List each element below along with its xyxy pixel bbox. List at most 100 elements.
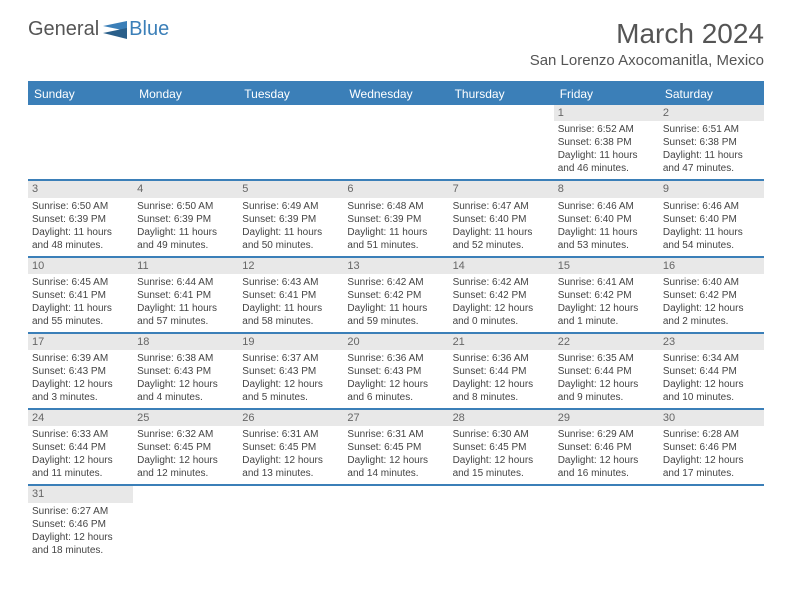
daylight-line-2: and 59 minutes.: [347, 315, 444, 328]
sunset-line: Sunset: 6:44 PM: [558, 365, 655, 378]
sunset-line: Sunset: 6:40 PM: [453, 213, 550, 226]
day-number: 23: [659, 334, 764, 350]
sunset-line: Sunset: 6:44 PM: [453, 365, 550, 378]
sunrise-line: Sunrise: 6:34 AM: [663, 352, 760, 365]
day-cell: 10Sunrise: 6:45 AMSunset: 6:41 PMDayligh…: [28, 258, 133, 332]
day-cell: 1Sunrise: 6:52 AMSunset: 6:38 PMDaylight…: [554, 105, 659, 179]
week-row: 3Sunrise: 6:50 AMSunset: 6:39 PMDaylight…: [28, 181, 764, 257]
daylight-line: Daylight: 12 hours: [32, 378, 129, 391]
sunrise-line: Sunrise: 6:49 AM: [242, 200, 339, 213]
day-cell: [238, 486, 343, 560]
day-number: 9: [659, 181, 764, 197]
day-cell: 28Sunrise: 6:30 AMSunset: 6:45 PMDayligh…: [449, 410, 554, 484]
day-details: Sunrise: 6:42 AMSunset: 6:42 PMDaylight:…: [343, 274, 448, 332]
sunrise-line: Sunrise: 6:31 AM: [347, 428, 444, 441]
day-details: Sunrise: 6:50 AMSunset: 6:39 PMDaylight:…: [133, 198, 238, 256]
day-cell: 3Sunrise: 6:50 AMSunset: 6:39 PMDaylight…: [28, 181, 133, 255]
sunset-line: Sunset: 6:38 PM: [558, 136, 655, 149]
sunset-line: Sunset: 6:44 PM: [32, 441, 129, 454]
weekday-header: Thursday: [449, 83, 554, 105]
day-details: Sunrise: 6:34 AMSunset: 6:44 PMDaylight:…: [659, 350, 764, 408]
day-number: 7: [449, 181, 554, 197]
day-number: 18: [133, 334, 238, 350]
day-cell: [659, 486, 764, 560]
daylight-line-2: and 17 minutes.: [663, 467, 760, 480]
daylight-line-2: and 11 minutes.: [32, 467, 129, 480]
sunset-line: Sunset: 6:41 PM: [32, 289, 129, 302]
sunset-line: Sunset: 6:43 PM: [137, 365, 234, 378]
day-cell: 25Sunrise: 6:32 AMSunset: 6:45 PMDayligh…: [133, 410, 238, 484]
day-cell: [343, 105, 448, 179]
logo-sail-icon: [103, 21, 127, 39]
day-number: 12: [238, 258, 343, 274]
day-number: 11: [133, 258, 238, 274]
weeks-container: 1 Sunrise: 6:52 AMSunset: 6:38 PM Daylight…: [28, 105, 764, 561]
day-number: 20: [343, 334, 448, 350]
header: General Blue March 2024 San Lorenzo Axoc…: [0, 0, 792, 73]
day-details: Sunrise: 6:38 AMSunset: 6:43 PMDaylight:…: [133, 350, 238, 408]
weekday-header: Friday: [554, 83, 659, 105]
sunrise-line: Sunrise: 6:27 AM: [32, 505, 129, 518]
day-number: 21: [449, 334, 554, 350]
day-cell: [133, 105, 238, 179]
day-details: Sunrise: 6:48 AMSunset: 6:39 PMDaylight:…: [343, 198, 448, 256]
daylight-line: Daylight: 12 hours: [663, 378, 760, 391]
day-details: Sunrise: 6:42 AMSunset: 6:42 PMDaylight:…: [449, 274, 554, 332]
daylight-line-2: and 58 minutes.: [242, 315, 339, 328]
day-cell: 22Sunrise: 6:35 AMSunset: 6:44 PMDayligh…: [554, 334, 659, 408]
day-number: 17: [28, 334, 133, 350]
day-number: 5: [238, 181, 343, 197]
day-cell: 11Sunrise: 6:44 AMSunset: 6:41 PMDayligh…: [133, 258, 238, 332]
sunset-line: Sunset: 6:42 PM: [347, 289, 444, 302]
daylight-line-2: and 5 minutes.: [242, 391, 339, 404]
day-number: 30: [659, 410, 764, 426]
day-details: Sunrise: 6:50 AMSunset: 6:39 PMDaylight:…: [28, 198, 133, 256]
day-number: 27: [343, 410, 448, 426]
sunset-line: Sunset: 6:45 PM: [137, 441, 234, 454]
day-details: Sunrise: 6:44 AMSunset: 6:41 PMDaylight:…: [133, 274, 238, 332]
sunrise-line: Sunrise: 6:37 AM: [242, 352, 339, 365]
day-cell: [449, 486, 554, 560]
sunset-line: Sunset: 6:43 PM: [32, 365, 129, 378]
sunset-line: Sunset: 6:42 PM: [453, 289, 550, 302]
daylight-line-2: and 2 minutes.: [663, 315, 760, 328]
day-number: 1: [554, 105, 659, 121]
weekday-header: Saturday: [659, 83, 764, 105]
day-cell: 18Sunrise: 6:38 AMSunset: 6:43 PMDayligh…: [133, 334, 238, 408]
daylight-line-2: and 55 minutes.: [32, 315, 129, 328]
daylight-line: Daylight: 11 hours: [663, 226, 760, 239]
day-cell: 19Sunrise: 6:37 AMSunset: 6:43 PMDayligh…: [238, 334, 343, 408]
sunrise-line: Sunrise: 6:52 AM: [558, 123, 655, 136]
calendar: SundayMondayTuesdayWednesdayThursdayFrid…: [28, 81, 764, 561]
sunset-line: Sunset: 6:43 PM: [347, 365, 444, 378]
sunrise-line: Sunrise: 6:30 AM: [453, 428, 550, 441]
week-row: 31Sunrise: 6:27 AMSunset: 6:46 PMDayligh…: [28, 486, 764, 560]
sunset-line: Sunset: 6:46 PM: [32, 518, 129, 531]
daylight-line-2: and 8 minutes.: [453, 391, 550, 404]
day-cell: 26Sunrise: 6:31 AMSunset: 6:45 PMDayligh…: [238, 410, 343, 484]
day-cell: [133, 486, 238, 560]
daylight-line-2: and 47 minutes.: [663, 162, 760, 175]
day-cell: 2Sunrise: 6:51 AMSunset: 6:38 PMDaylight…: [659, 105, 764, 179]
sunset-line: Sunset: 6:39 PM: [242, 213, 339, 226]
day-details: Sunrise: 6:29 AMSunset: 6:46 PMDaylight:…: [554, 426, 659, 484]
daylight-line: Daylight: 12 hours: [453, 302, 550, 315]
day-details: Sunrise: 6:36 AMSunset: 6:44 PMDaylight:…: [449, 350, 554, 408]
day-number: 2: [659, 105, 764, 121]
title-block: March 2024 San Lorenzo Axocomanitla, Mex…: [530, 18, 764, 69]
day-details: Sunrise: 6:46 AMSunset: 6:40 PMDaylight:…: [659, 198, 764, 256]
daylight-line: Daylight: 12 hours: [558, 454, 655, 467]
day-number: 6: [343, 181, 448, 197]
sunrise-line: Sunrise: 6:42 AM: [453, 276, 550, 289]
daylight-line: Daylight: 11 hours: [347, 302, 444, 315]
daylight-line-2: and 54 minutes.: [663, 239, 760, 252]
sunset-line: Sunset: 6:45 PM: [347, 441, 444, 454]
day-cell: 20Sunrise: 6:36 AMSunset: 6:43 PMDayligh…: [343, 334, 448, 408]
daylight-line: Daylight: 12 hours: [137, 378, 234, 391]
day-cell: 13Sunrise: 6:42 AMSunset: 6:42 PMDayligh…: [343, 258, 448, 332]
week-row: 10Sunrise: 6:45 AMSunset: 6:41 PMDayligh…: [28, 258, 764, 334]
daylight-line-2: and 9 minutes.: [558, 391, 655, 404]
daylight-line: Daylight: 11 hours: [558, 226, 655, 239]
day-cell: 29Sunrise: 6:29 AMSunset: 6:46 PMDayligh…: [554, 410, 659, 484]
sunrise-line: Sunrise: 6:50 AM: [137, 200, 234, 213]
